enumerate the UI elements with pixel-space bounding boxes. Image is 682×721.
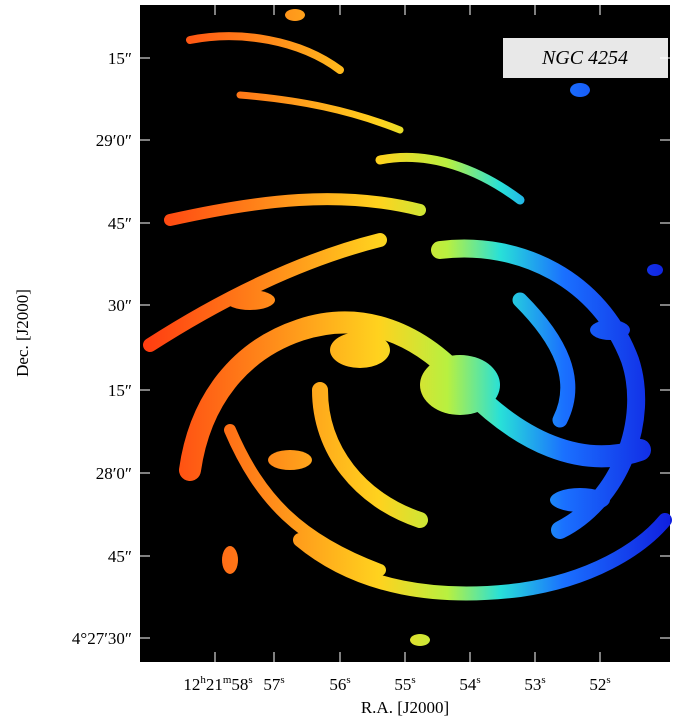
x-tick-part: 54 <box>459 675 477 694</box>
x-axis-title: R.A. [J2000] <box>361 698 449 717</box>
y-tick-label: 29′0″ <box>96 131 132 150</box>
x-tick-label: 56s <box>329 674 350 694</box>
x-tick-part: s <box>411 674 415 686</box>
y-tick-label: 28′0″ <box>96 464 132 483</box>
x-tick-part: 12 <box>183 675 200 694</box>
x-tick-label: 57s <box>263 674 284 694</box>
x-tick-label: 52s <box>589 674 610 694</box>
x-tick-part: s <box>346 674 350 686</box>
x-tick-part: s <box>476 674 480 686</box>
x-tick-label: 54s <box>459 674 480 694</box>
x-tick-part: s <box>606 674 610 686</box>
y-axis-title: Dec. [J2000] <box>13 289 32 377</box>
x-tick-part: 57 <box>263 675 281 694</box>
x-tick-part: h <box>200 674 206 686</box>
x-tick-part: s <box>280 674 284 686</box>
x-tick-part: 58 <box>231 675 248 694</box>
x-tick-part: 52 <box>589 675 606 694</box>
y-tick-label: 30″ <box>108 296 132 315</box>
galaxy-emission <box>143 32 672 601</box>
y-tick-label: 15″ <box>108 381 132 400</box>
y-tick-label: 45″ <box>108 214 132 233</box>
x-tick-part: 56 <box>329 675 346 694</box>
x-tick-label: 12h21m58s <box>183 674 252 694</box>
y-tick-label: 15″ <box>108 49 132 68</box>
x-tick-label: 53s <box>524 674 545 694</box>
label-box <box>503 38 668 78</box>
x-tick-label: 55s <box>394 674 415 694</box>
x-tick-part: s <box>248 674 252 686</box>
x-tick-part: m <box>223 674 232 686</box>
x-tick-part: 21 <box>206 675 223 694</box>
x-tick-part: 53 <box>524 675 541 694</box>
x-tick-part: 55 <box>394 675 411 694</box>
object-label: NGC 4254 <box>541 47 628 69</box>
emission-knots <box>222 9 663 646</box>
y-tick-label: 4°27′30″ <box>72 629 132 648</box>
x-tick-part: s <box>541 674 545 686</box>
y-tick-label: 45″ <box>108 547 132 566</box>
